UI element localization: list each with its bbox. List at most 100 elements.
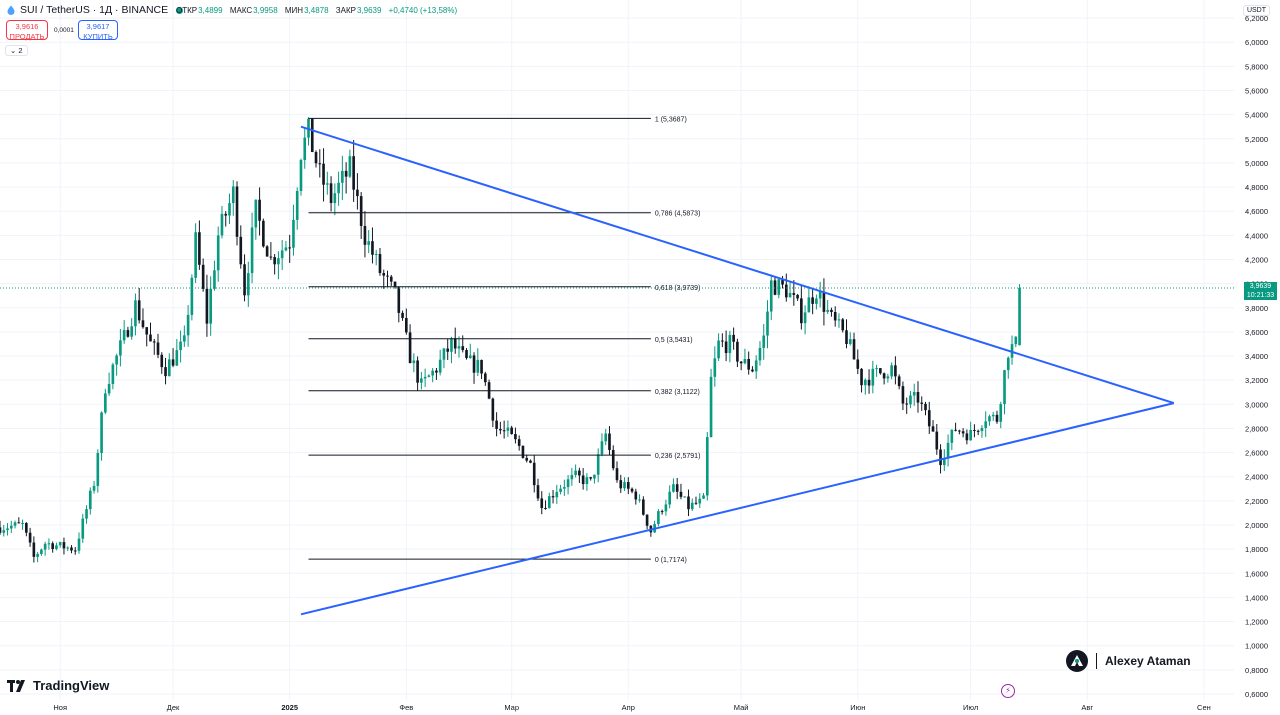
- buy-button[interactable]: 3,9617 КУПИТЬ: [78, 20, 118, 41]
- tradingview-logo[interactable]: TradingView: [7, 678, 109, 693]
- price-tick-label: 4,6000: [1245, 207, 1268, 216]
- flash-icon[interactable]: ⚡: [1001, 684, 1015, 698]
- candle-body: [574, 470, 577, 476]
- candle-body: [694, 502, 698, 504]
- author-name: Alexey Ataman: [1105, 654, 1191, 668]
- candle-body: [841, 319, 845, 331]
- currency-selector[interactable]: USDT: [1242, 5, 1270, 16]
- candle-body: [284, 247, 288, 251]
- candle-body: [758, 347, 762, 361]
- candle-body: [619, 480, 623, 489]
- candle-body: [73, 550, 77, 552]
- candle-body: [563, 487, 566, 489]
- price-tick-label: 5,6000: [1245, 87, 1268, 96]
- candle-body: [269, 256, 273, 258]
- symbol-title[interactable]: SUI / TetherUS · 1Д · BINANCE: [20, 4, 169, 16]
- price-tick-label: 4,8000: [1245, 183, 1268, 192]
- candle-body: [916, 391, 920, 403]
- candle-body: [149, 334, 152, 342]
- candle-body: [201, 264, 205, 289]
- candle-body: [800, 298, 803, 324]
- candle-body: [119, 340, 122, 356]
- candle-body: [736, 341, 739, 362]
- candle-body: [589, 477, 592, 479]
- candle-body: [980, 427, 984, 432]
- close-label: ЗАКР: [335, 6, 356, 15]
- candle-body: [830, 309, 833, 313]
- candle-body: [717, 340, 720, 359]
- candle-body: [179, 341, 182, 351]
- candle-body: [611, 450, 615, 469]
- candle-body: [905, 403, 909, 405]
- time-tick-label: Дек: [167, 703, 180, 712]
- candle-body: [848, 339, 852, 345]
- time-tick-label: Ноя: [53, 703, 67, 712]
- candle-body: [593, 474, 596, 479]
- candle-body: [532, 462, 536, 486]
- candle-body: [231, 186, 235, 204]
- candle-body: [70, 547, 73, 551]
- candle-body: [973, 429, 976, 431]
- candle-body: [367, 241, 371, 245]
- logo-text: TradingView: [33, 678, 110, 693]
- candle-body: [995, 414, 999, 422]
- candle-body: [329, 183, 333, 204]
- last-price-value: 3,9639: [1249, 282, 1272, 290]
- candle-body: [664, 504, 668, 512]
- candle-body: [435, 370, 438, 373]
- trendline: [300, 125, 1175, 405]
- price-tick-label: 5,4000: [1245, 111, 1268, 120]
- author-watermark: Alexey Ataman: [1066, 650, 1191, 672]
- candle-body: [352, 156, 355, 190]
- candle-body: [167, 359, 171, 377]
- candle-body: [104, 393, 107, 413]
- sell-price: 3,9616: [15, 22, 39, 31]
- candle-body: [62, 542, 66, 549]
- candle-body: [258, 199, 261, 221]
- candle-body: [484, 373, 487, 383]
- candle-body: [28, 532, 32, 543]
- candle-body: [570, 475, 574, 480]
- price-tick-label: 1,2000: [1245, 618, 1268, 627]
- candle-body: [371, 241, 374, 255]
- sell-button[interactable]: 3,9616 ПРОДАТЬ: [6, 20, 48, 41]
- spread-value: 0,0001: [54, 27, 74, 34]
- candle-body: [254, 199, 258, 228]
- candle-body: [348, 156, 352, 177]
- candle-body: [359, 196, 363, 226]
- candle-body: [341, 170, 344, 183]
- price-tick-label: 3,8000: [1245, 304, 1268, 313]
- candle-body: [457, 346, 461, 349]
- candle-body: [713, 358, 717, 377]
- candle-body: [461, 346, 465, 351]
- candle-body: [288, 247, 292, 249]
- candle-body: [912, 391, 916, 396]
- candle-body: [363, 225, 367, 245]
- price-tick-label: 1,6000: [1245, 569, 1268, 578]
- fib-level-label: 1 (5,3687): [655, 116, 687, 123]
- candle-body: [510, 427, 513, 435]
- fib-level-label: 0,618 (3,9739): [655, 285, 701, 292]
- candle-body: [818, 291, 822, 299]
- candle-body: [796, 294, 799, 299]
- candle-body: [777, 279, 781, 295]
- candle-body: [600, 441, 604, 455]
- candle-body: [344, 170, 348, 177]
- candle-body: [198, 232, 201, 265]
- candle-body: [386, 275, 389, 277]
- indicators-toggle[interactable]: ⌄ 2: [5, 45, 28, 56]
- candle-body: [408, 332, 412, 364]
- price-tick-label: 1,4000: [1245, 593, 1268, 602]
- trendline: [300, 402, 1175, 616]
- candle-body: [186, 314, 190, 336]
- candle-body: [581, 475, 585, 485]
- candle-body: [299, 159, 303, 191]
- time-axis: Ноя Дек 2025 Фев Мар Апр Май Июн Июл Авг Сен: [0, 700, 1236, 715]
- candle-body: [156, 342, 160, 355]
- candle-body: [615, 468, 619, 481]
- price-tick-label: 0,8000: [1245, 666, 1268, 675]
- candle-body: [66, 547, 70, 549]
- candle-body: [25, 523, 28, 533]
- candle-body: [856, 359, 860, 369]
